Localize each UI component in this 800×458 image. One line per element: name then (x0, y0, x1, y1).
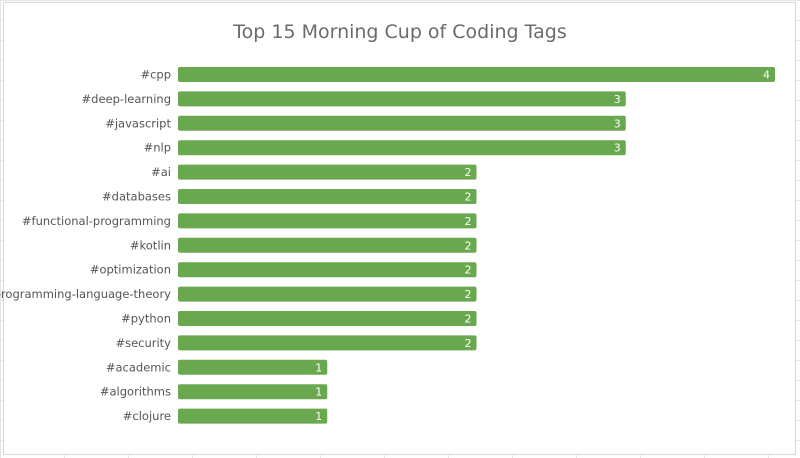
value-label-academic: 1 (315, 361, 322, 374)
bar-deep-learning[interactable] (178, 91, 626, 107)
category-label-ai: #ai (151, 165, 171, 179)
category-label-kotlin: #kotlin (130, 238, 171, 252)
bar-optimization[interactable] (178, 262, 477, 278)
value-label-functional-programming: 2 (465, 215, 472, 228)
value-label-deep-learning: 3 (614, 93, 621, 106)
bar-kotlin[interactable] (178, 237, 477, 253)
bar-python[interactable] (178, 311, 477, 326)
category-label-functional-programming: #functional-programming (22, 214, 171, 228)
value-label-ai: 2 (465, 166, 472, 179)
value-label-clojure: 1 (315, 410, 322, 423)
bar-databases[interactable] (178, 189, 477, 204)
category-label-academic: #academic (106, 360, 171, 374)
category-label-programming-language-theory: #programming-language-theory (0, 287, 171, 301)
category-label-cpp: #cpp (140, 68, 171, 82)
category-label-security: #security (115, 336, 171, 350)
bar-clojure[interactable] (178, 408, 328, 424)
category-label-optimization: #optimization (90, 263, 171, 277)
bar-cpp[interactable] (178, 67, 775, 82)
bar-nlp[interactable] (178, 140, 626, 156)
value-label-databases: 2 (465, 191, 472, 204)
value-label-programming-language-theory: 2 (465, 288, 472, 301)
value-label-security: 2 (465, 337, 472, 350)
value-label-python: 2 (465, 313, 472, 326)
category-label-python: #python (121, 312, 171, 326)
value-label-kotlin: 2 (465, 239, 472, 252)
value-label-javascript: 3 (614, 117, 621, 130)
bar-javascript[interactable] (178, 115, 626, 131)
bar-security[interactable] (178, 335, 477, 351)
category-label-nlp: #nlp (144, 141, 171, 155)
category-label-databases: #databases (102, 190, 171, 204)
chart-title: Top 15 Morning Cup of Coding Tags (233, 21, 567, 43)
value-label-nlp: 3 (614, 142, 621, 155)
category-label-algorithms: #algorithms (100, 385, 171, 399)
category-label-javascript: #javascript (105, 116, 171, 130)
bar-functional-programming[interactable] (178, 213, 477, 229)
bar-programming-language-theory[interactable] (178, 286, 477, 302)
value-label-algorithms: 1 (315, 386, 322, 399)
category-label-clojure: #clojure (123, 409, 171, 423)
value-label-optimization: 2 (465, 264, 472, 277)
bar-algorithms[interactable] (178, 384, 328, 400)
category-label-deep-learning: #deep-learning (82, 92, 171, 106)
value-label-cpp: 4 (763, 69, 770, 82)
bar-academic[interactable] (178, 359, 328, 375)
bar-ai[interactable] (178, 164, 477, 180)
